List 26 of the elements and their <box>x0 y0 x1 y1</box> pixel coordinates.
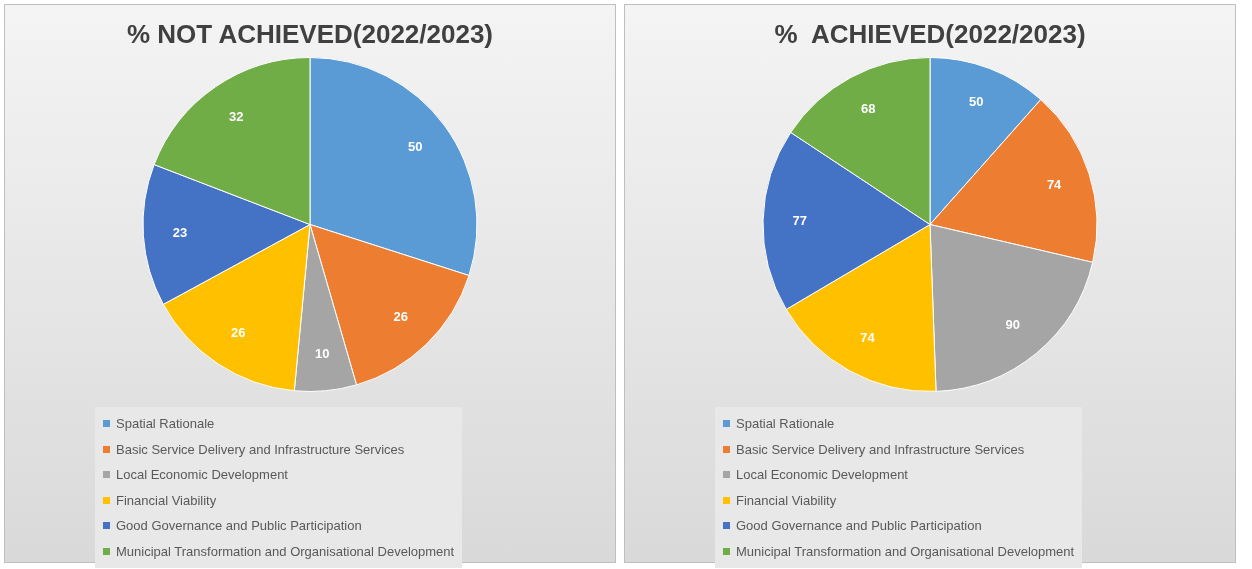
data-label: 68 <box>861 101 876 117</box>
legend-label: Municipal Transformation and Organisational Development <box>736 543 1075 559</box>
legend-label: Local Economic Development <box>116 467 288 483</box>
data-label: 10 <box>315 345 330 361</box>
legend-label: Municipal Transformation and Organisational Development <box>116 543 455 559</box>
data-label: 23 <box>172 224 188 240</box>
chart-title: % ACHIEVED(2022/2023) <box>773 19 1087 51</box>
legend-label: Spatial Rationale <box>736 416 835 432</box>
data-label: 26 <box>231 324 246 340</box>
data-label: 50 <box>968 94 984 110</box>
legend-label: Local Economic Development <box>736 467 908 483</box>
data-label: 74 <box>860 330 876 346</box>
legend-label: Financial Viability <box>736 492 837 508</box>
legend-label: Basic Service Delivery and Infrastructure Services <box>736 441 1025 457</box>
data-label: 90 <box>1005 316 1021 332</box>
chart-title: % NOT ACHIEVED(2022/2023) <box>125 19 495 51</box>
legend-label: Spatial Rationale <box>116 416 215 432</box>
data-label: 26 <box>393 309 409 325</box>
legend-label: Basic Service Delivery and Infrastructure Services <box>116 441 405 457</box>
data-label: 74 <box>1046 176 1063 192</box>
legend-label: Good Governance and Public Participation <box>736 518 982 534</box>
legend-label: Good Governance and Public Participation <box>116 518 362 534</box>
legend-label: Financial Viability <box>116 492 217 508</box>
data-label: 77 <box>792 212 808 228</box>
data-label: 32 <box>229 108 244 124</box>
data-label: 50 <box>408 139 423 155</box>
